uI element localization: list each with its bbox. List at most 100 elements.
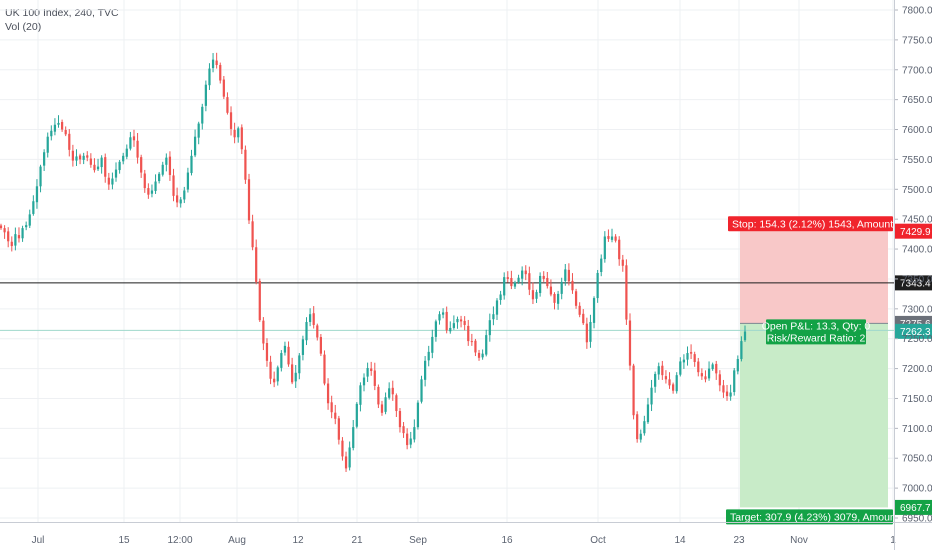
candle-body — [111, 178, 114, 185]
candle — [64, 126, 67, 137]
candle — [503, 272, 506, 300]
candle-body — [43, 152, 46, 166]
candle-body — [197, 123, 200, 138]
candle — [686, 346, 689, 366]
candle-body — [14, 234, 17, 246]
candle-body — [219, 64, 222, 81]
candle-body — [474, 340, 477, 353]
candle — [100, 155, 103, 174]
candle — [132, 129, 136, 147]
candle-body — [46, 136, 49, 153]
candle — [700, 368, 703, 380]
candle — [632, 363, 635, 420]
x-tick-label: 12 — [292, 535, 304, 546]
candle — [114, 162, 118, 182]
candle — [391, 380, 394, 401]
candle-body — [316, 325, 319, 338]
candle-body — [208, 68, 211, 86]
candle — [244, 145, 247, 184]
stop-price-badge: 7429.9 — [895, 223, 932, 239]
candle-body — [693, 354, 696, 363]
volume-indicator-label[interactable]: Vol (20) — [5, 21, 42, 33]
candle — [574, 288, 578, 309]
candle — [179, 197, 182, 208]
target-label[interactable]: Target: 307.9 (4.23%) 3079, Amount: 100 — [726, 509, 922, 525]
candle-body — [510, 277, 513, 287]
y-tick-label: 7100.0 — [902, 424, 932, 435]
y-tick-label: 7500.0 — [902, 185, 932, 196]
candle — [625, 259, 628, 325]
candle — [398, 408, 402, 433]
candle — [57, 115, 60, 128]
candle-body — [632, 365, 635, 416]
candle — [204, 80, 207, 112]
candle-body — [406, 433, 409, 446]
candle-body — [618, 239, 621, 260]
candle — [168, 151, 172, 181]
y-tick-label: 7050.0 — [902, 454, 932, 465]
candle — [222, 75, 225, 100]
candle-body — [395, 395, 398, 412]
candle — [610, 228, 614, 243]
candle — [0, 223, 3, 230]
candle — [140, 154, 143, 178]
candle — [528, 266, 531, 296]
candle-body — [668, 379, 671, 386]
candle — [25, 221, 28, 231]
candle-body — [366, 367, 369, 377]
candle-body — [506, 277, 509, 279]
candle — [251, 214, 254, 251]
candle — [86, 151, 89, 162]
candle — [521, 266, 524, 286]
candle-body — [643, 421, 646, 434]
candle-body — [686, 353, 689, 360]
x-tick-label: Nov — [790, 535, 808, 546]
candle — [729, 384, 732, 401]
candle-body — [646, 404, 650, 423]
candle-body — [521, 270, 524, 279]
candle-body — [409, 438, 412, 445]
candle — [96, 158, 100, 172]
candle-body — [172, 175, 175, 196]
candle — [736, 355, 739, 375]
candle — [535, 289, 538, 303]
candle-body — [75, 156, 78, 161]
candle-body — [596, 272, 599, 299]
candle-body — [280, 353, 283, 368]
candle — [675, 372, 678, 394]
candle — [193, 129, 197, 158]
candle-body — [391, 387, 394, 395]
candle-body — [305, 321, 308, 341]
position-labels[interactable]: Stop: 154.3 (2.12%) 1543, Amount: 100 Tar… — [726, 216, 932, 525]
candle — [733, 367, 736, 396]
candle-body — [729, 392, 732, 397]
candle-body — [96, 166, 100, 170]
candle — [219, 62, 222, 84]
candle — [657, 362, 660, 380]
svg-text:Stop: 154.3 (2.12%) 1543, Amou: Stop: 154.3 (2.12%) 1543, Amount: 100 — [732, 218, 917, 230]
candle-body — [707, 368, 711, 379]
candle-body — [628, 320, 632, 366]
candle-body — [86, 155, 89, 158]
candle — [449, 321, 452, 334]
candle-body — [359, 385, 362, 405]
long-position-tool[interactable] — [740, 231, 888, 508]
candle-body — [71, 150, 74, 161]
candle-body — [114, 169, 118, 178]
y-tick-label: 6950.0 — [902, 514, 932, 525]
candle-body — [377, 386, 380, 405]
candle — [258, 278, 261, 322]
candle — [431, 329, 434, 359]
candle — [337, 415, 340, 445]
svg-text:Risk/Reward Ratio: 2: Risk/Reward Ratio: 2 — [767, 332, 866, 344]
stop-label[interactable]: Stop: 154.3 (2.12%) 1543, Amount: 100 — [728, 216, 917, 232]
candle — [75, 149, 78, 166]
candle — [326, 378, 330, 410]
candle-body — [165, 157, 168, 165]
candle-body — [607, 236, 610, 239]
candle-body — [585, 323, 588, 343]
candle — [445, 306, 448, 334]
candle-body — [503, 277, 506, 296]
